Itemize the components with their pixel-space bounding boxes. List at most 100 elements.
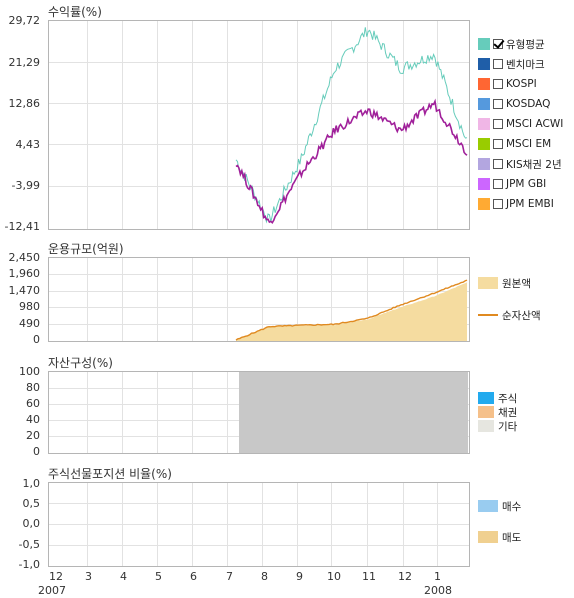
legend-label: JPM EMBI [506,198,554,210]
legend-item-jpm-gbi[interactable]: JPM GBI [478,177,546,191]
legend-label: KOSDAQ [506,98,551,110]
legend-label: 매도 [502,531,522,544]
legend-label: 순자산액 [502,309,541,322]
legend-label: KIS채권 2년 [506,158,562,171]
futures-plot [48,482,470,567]
legend-item-buy: 매수 [478,499,521,513]
net-assets-line [235,279,468,341]
color-swatch [478,198,490,210]
legend-item-bonds: 채권 [478,405,517,419]
color-swatch [478,158,490,170]
color-swatch [478,420,494,432]
ytick: 1,0 [22,477,41,490]
legend-label: MSCI ACWI [506,118,564,130]
color-swatch [478,38,490,50]
ytick: 100 [19,365,40,378]
xtick-month: 3 [85,570,92,583]
aum-title: 운용규모(억원) [48,242,124,256]
legend-label: 벤치마크 [506,58,545,71]
ytick: -3,99 [11,179,40,192]
checkbox[interactable] [493,179,503,189]
xtick-month: 9 [296,570,303,583]
xtick-month: 1 [434,570,441,583]
assets-chart [49,372,469,453]
ytick: 1,470 [8,284,41,297]
color-swatch [478,500,498,512]
ytick: -12,41 [4,220,40,233]
xtick-month: 7 [226,570,233,583]
color-swatch [478,78,490,90]
color-swatch [478,98,490,110]
ytick: 60 [26,397,40,410]
ytick: 2,450 [8,251,41,264]
legend-item-stocks: 주식 [478,391,517,405]
legend-item-benchmark[interactable]: 벤치마크 [478,57,545,71]
returns-chart [49,21,469,229]
legend-label: JPM GBI [506,178,547,190]
legend-item-kis-bond[interactable]: KIS채권 2년 [478,157,562,171]
legend-label: 유형평균 [506,38,545,51]
color-swatch [478,138,490,150]
xtick-month: 12 [49,570,63,583]
color-swatch [478,406,494,418]
legend-item-kospi[interactable]: KOSPI [478,77,537,91]
ytick: 0,5 [22,497,41,510]
xtick-month: 6 [190,570,197,583]
futures-title: 주식선물포지션 비율(%) [48,467,172,481]
checkbox[interactable] [493,119,503,129]
legend-label: KOSPI [506,78,537,90]
xtick-month: 4 [120,570,127,583]
ytick: 21,29 [8,56,41,69]
checkbox[interactable] [493,199,503,209]
ytick: 29,72 [8,14,41,27]
color-swatch [478,392,494,404]
legend-label: 매수 [502,500,522,513]
xtick-year: 2007 [38,584,66,597]
ytick: 0 [33,445,40,458]
legend-item-type-average[interactable]: 유형평균 [478,37,545,51]
checkbox[interactable] [493,99,503,109]
xtick-month: 5 [155,570,162,583]
checkbox[interactable] [493,59,503,69]
ytick: 40 [26,413,40,426]
ytick: 20 [26,429,40,442]
assets-title: 자산구성(%) [48,356,113,370]
xtick-year: 2008 [424,584,452,597]
legend-item-principal: 원본액 [478,276,531,290]
ytick: 490 [19,317,40,330]
assets-plot [48,371,470,454]
color-swatch [478,178,490,190]
aum-chart [49,258,469,341]
color-swatch [478,277,498,289]
legend-label: MSCI EM [506,138,552,150]
ytick: 0 [33,333,40,346]
principal-area [236,282,467,341]
legend-label: 원본액 [502,277,531,290]
checkbox[interactable] [493,159,503,169]
ytick: 980 [19,300,40,313]
aum-plot [48,257,470,342]
returns-plot [48,20,470,230]
ytick: 4,43 [15,138,41,151]
ytick: -0,5 [18,538,40,551]
futures-chart [49,483,469,566]
xtick-month: 8 [261,570,268,583]
legend-label: 기타 [498,420,518,433]
series-type-average-line [235,27,468,224]
returns-title: 수익률(%) [48,5,102,19]
checkbox[interactable] [493,139,503,149]
ytick: 0,0 [22,517,41,530]
ytick: 1,960 [8,267,41,280]
series-fund-line [235,98,468,224]
legend-item-jpm-embi[interactable]: JPM EMBI [478,197,554,211]
legend-item-msci-acwi[interactable]: MSCI ACWI [478,117,563,131]
color-swatch [478,118,490,130]
other-area [239,372,468,453]
legend-item-kosdaq[interactable]: KOSDAQ [478,97,550,111]
checkbox[interactable] [493,79,503,89]
legend-item-msci-em[interactable]: MSCI EM [478,137,551,151]
checkbox-checked[interactable] [493,39,503,49]
xtick-month: 12 [398,570,412,583]
legend-item-net-assets: 순자산액 [478,308,541,322]
ytick: -1,0 [18,558,40,571]
